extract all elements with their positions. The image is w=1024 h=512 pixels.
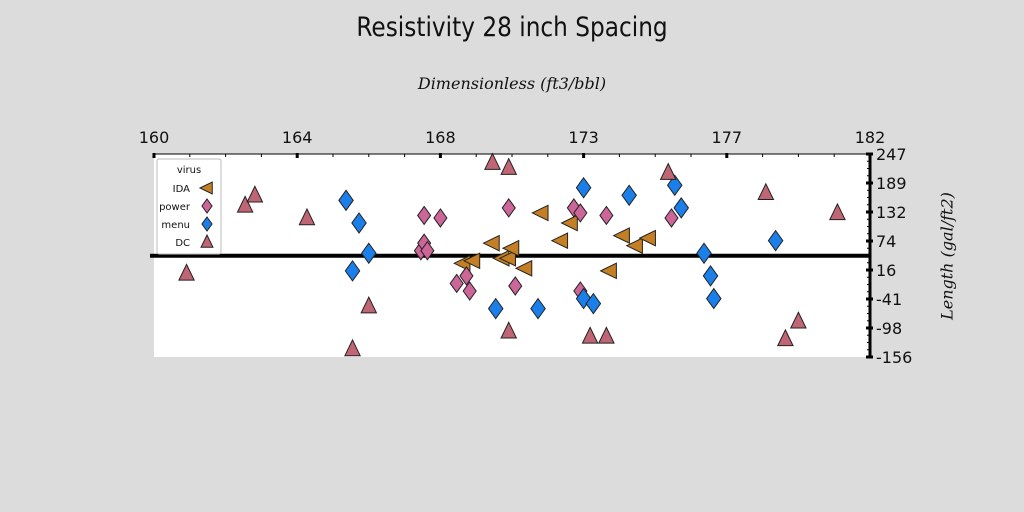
point-ida [612,227,630,245]
point-power [508,276,523,296]
y-tick-label: -156 [876,348,912,367]
x-tick-label: 160 [139,128,170,147]
point-dc [757,182,775,201]
point-ida [498,249,516,267]
point-dc [500,321,518,339]
point-dc [484,152,501,170]
point-power [501,198,516,218]
legend-title: virus [177,165,201,176]
point-menu [696,242,712,265]
point-ida [482,234,500,252]
legend-marker-ida [198,181,213,195]
y-tick-label: -41 [876,290,902,309]
point-ida [501,239,520,257]
data-points [178,152,846,357]
point-menu [702,265,719,287]
chart-title: Resistivity 28 inch Spacing [356,12,668,43]
point-ida [550,232,569,250]
x-tick-label: 177 [712,128,743,147]
point-power [664,208,679,228]
point-menu [530,297,546,320]
legend-label-power: power [159,202,191,213]
point-power [573,203,588,223]
point-menu [666,174,683,197]
legend-box [156,158,222,255]
point-menu [767,229,784,252]
point-power [449,273,464,294]
point-power [459,266,474,286]
point-ida [638,229,656,247]
point-dc [789,311,807,329]
point-power [433,208,448,228]
point-menu [705,287,722,310]
x-tick-label: 182 [855,128,886,147]
legend-label-ida: IDA [173,184,190,195]
point-menu [487,297,504,320]
point-ida [531,204,549,222]
point-menu [360,242,377,265]
point-ida [560,214,578,232]
point-dc [581,326,599,344]
y-tick-label: 247 [876,145,907,164]
x-tick-label: 164 [282,128,313,147]
point-dc [659,162,677,180]
x-axis-label: Dimensionless (ft3/bbl) [417,74,607,93]
point-menu [621,184,637,207]
point-menu [338,189,354,212]
legend-label-menu: menu [161,220,190,231]
point-power [417,205,432,226]
legend-marker-power [201,198,213,214]
point-power [420,240,435,261]
y-tick-label: -98 [876,319,902,338]
legend: virus IDA power menu DC [156,158,222,255]
point-ida [625,237,643,255]
x-tick-label: 168 [425,128,456,147]
point-dc [236,195,254,213]
point-dc [344,338,361,357]
point-power [599,205,614,226]
point-dc [360,295,378,314]
point-ida [514,259,533,277]
legend-marker-menu [201,216,213,232]
point-dc [597,326,615,344]
point-menu [673,197,690,219]
y-tick-label: 74 [876,232,896,251]
y-tick-label: 16 [876,261,896,280]
y-tick-label: 189 [876,174,907,193]
point-menu [351,212,367,234]
point-dc [776,328,794,347]
point-menu [575,176,592,199]
legend-marker-dc [200,233,214,248]
legend-label-dc: DC [175,238,190,249]
point-dc [829,202,846,221]
point-power [462,281,477,301]
point-ida [462,252,481,270]
point-ida [599,262,617,280]
x-tick-label: 173 [568,128,599,147]
point-dc [500,157,518,175]
point-menu [344,260,361,282]
point-dc [178,263,195,281]
point-menu [585,292,602,315]
point-dc [298,207,316,226]
point-dc [246,185,264,203]
y-tick-label: 132 [876,203,907,222]
